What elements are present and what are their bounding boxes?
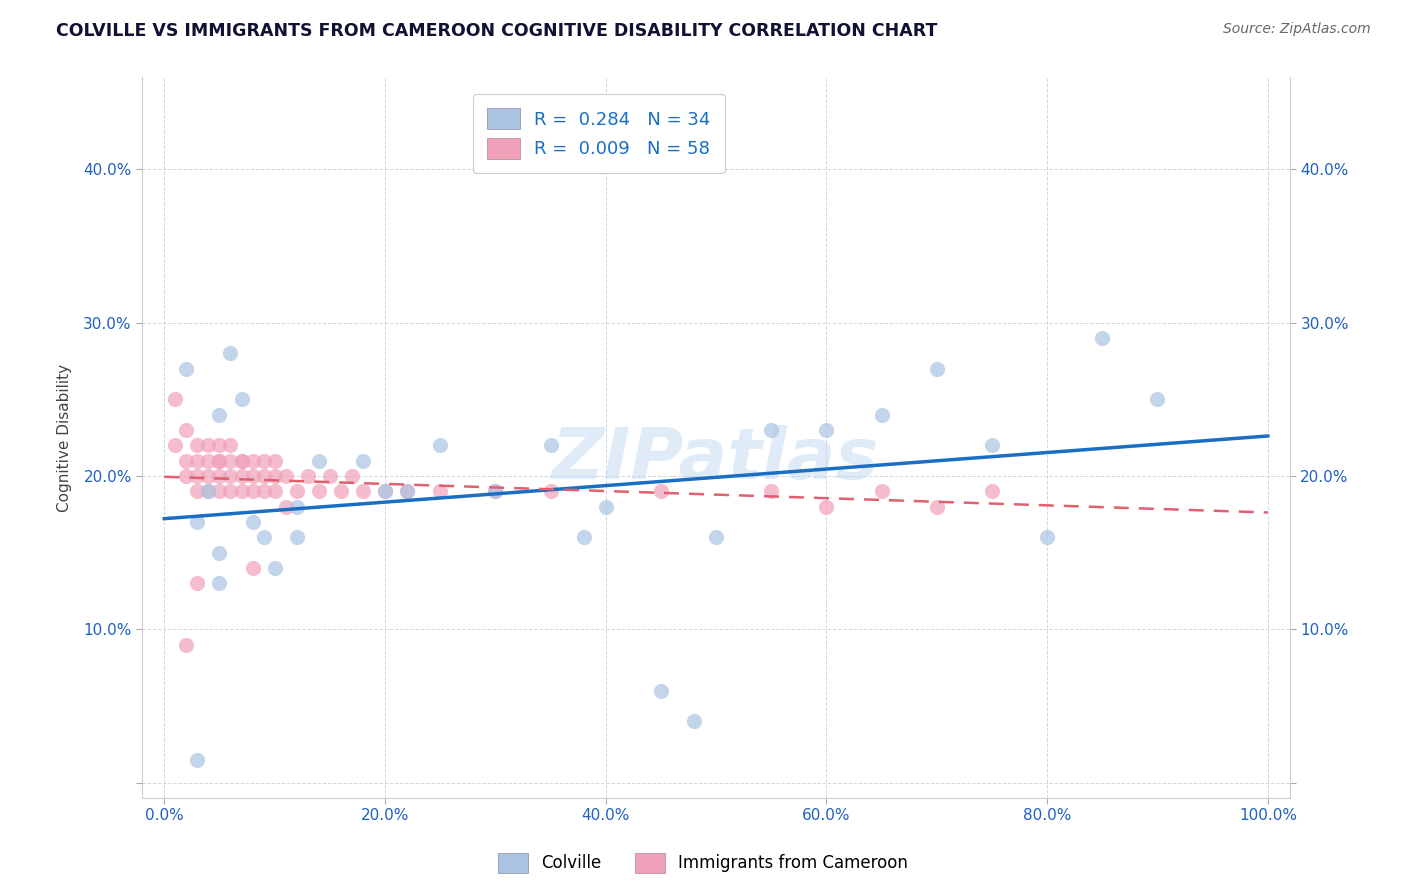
Point <box>704 530 727 544</box>
Point <box>329 484 352 499</box>
Point <box>429 484 451 499</box>
Point <box>208 454 231 468</box>
Point <box>186 515 208 529</box>
Point <box>219 469 242 483</box>
Point <box>650 683 672 698</box>
Point <box>197 484 219 499</box>
Point <box>374 484 396 499</box>
Point <box>761 484 783 499</box>
Point <box>231 469 253 483</box>
Point <box>231 454 253 468</box>
Point <box>761 423 783 437</box>
Point <box>186 469 208 483</box>
Point <box>263 561 285 575</box>
Point <box>197 484 219 499</box>
Point <box>263 469 285 483</box>
Point <box>208 469 231 483</box>
Point <box>870 408 893 422</box>
Point <box>319 469 342 483</box>
Point <box>484 484 506 499</box>
Point <box>197 454 219 468</box>
Point <box>231 484 253 499</box>
Point <box>285 530 308 544</box>
Point <box>1146 392 1168 407</box>
Point <box>352 484 374 499</box>
Point <box>219 346 242 360</box>
Legend: R =  0.284   N = 34, R =  0.009   N = 58: R = 0.284 N = 34, R = 0.009 N = 58 <box>472 94 725 173</box>
Point <box>352 454 374 468</box>
Point <box>274 500 297 514</box>
Point <box>208 438 231 452</box>
Point <box>252 469 274 483</box>
Point <box>176 638 198 652</box>
Point <box>186 484 208 499</box>
Point <box>176 423 198 437</box>
Point <box>650 484 672 499</box>
Point <box>252 454 274 468</box>
Point <box>242 454 264 468</box>
Point <box>165 438 187 452</box>
Point <box>285 484 308 499</box>
Point <box>176 361 198 376</box>
Point <box>242 515 264 529</box>
Point <box>572 530 595 544</box>
Point <box>263 454 285 468</box>
Point <box>176 454 198 468</box>
Point <box>219 454 242 468</box>
Point <box>870 484 893 499</box>
Point <box>815 423 838 437</box>
Legend: Colville, Immigrants from Cameroon: Colville, Immigrants from Cameroon <box>491 847 915 880</box>
Point <box>252 530 274 544</box>
Point <box>186 753 208 767</box>
Point <box>925 500 948 514</box>
Point <box>683 714 706 729</box>
Point <box>208 484 231 499</box>
Point <box>396 484 419 499</box>
Text: Source: ZipAtlas.com: Source: ZipAtlas.com <box>1223 22 1371 37</box>
Point <box>981 438 1004 452</box>
Point <box>540 484 562 499</box>
Point <box>815 500 838 514</box>
Point <box>219 484 242 499</box>
Point <box>374 484 396 499</box>
Y-axis label: Cognitive Disability: Cognitive Disability <box>58 364 72 512</box>
Point <box>197 469 219 483</box>
Point <box>340 469 363 483</box>
Point <box>595 500 617 514</box>
Point <box>208 576 231 591</box>
Point <box>186 576 208 591</box>
Point <box>242 561 264 575</box>
Point <box>231 392 253 407</box>
Point <box>186 438 208 452</box>
Point <box>308 454 330 468</box>
Point <box>242 469 264 483</box>
Point <box>308 484 330 499</box>
Point <box>231 454 253 468</box>
Point <box>252 484 274 499</box>
Point <box>263 484 285 499</box>
Point <box>208 408 231 422</box>
Point <box>285 500 308 514</box>
Point <box>242 484 264 499</box>
Point <box>208 454 231 468</box>
Point <box>176 469 198 483</box>
Point <box>1091 331 1114 345</box>
Point <box>186 454 208 468</box>
Point <box>981 484 1004 499</box>
Point <box>396 484 419 499</box>
Point <box>925 361 948 376</box>
Point <box>219 438 242 452</box>
Point <box>197 438 219 452</box>
Point <box>274 469 297 483</box>
Text: COLVILLE VS IMMIGRANTS FROM CAMEROON COGNITIVE DISABILITY CORRELATION CHART: COLVILLE VS IMMIGRANTS FROM CAMEROON COG… <box>56 22 938 40</box>
Point <box>208 546 231 560</box>
Point <box>484 484 506 499</box>
Point <box>540 438 562 452</box>
Point <box>1036 530 1059 544</box>
Point <box>429 438 451 452</box>
Point <box>165 392 187 407</box>
Text: ZIPatlas: ZIPatlas <box>553 425 880 494</box>
Point <box>297 469 319 483</box>
